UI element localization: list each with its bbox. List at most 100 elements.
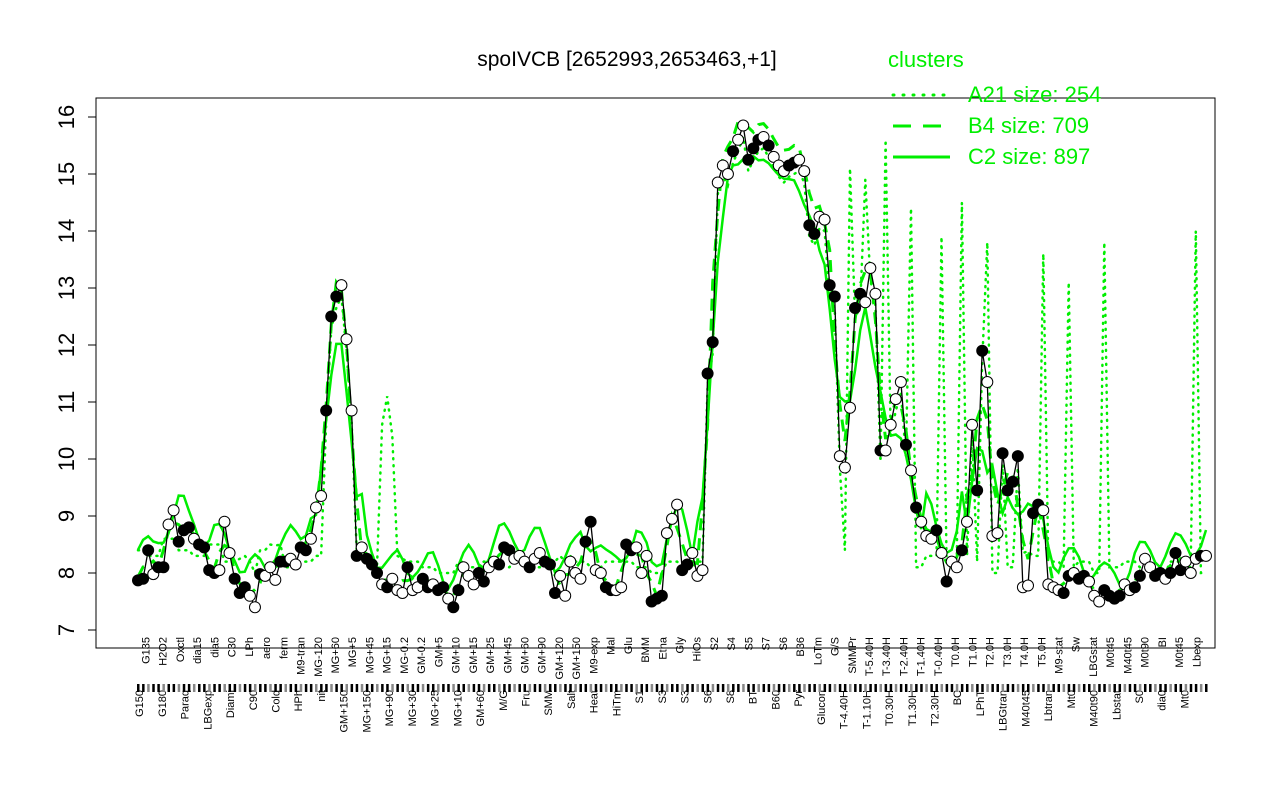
rug-mark [782, 684, 786, 692]
data-point [742, 153, 755, 166]
rug-mark [411, 684, 415, 692]
rug-mark [808, 684, 811, 692]
rug-mark [752, 684, 755, 692]
data-point [325, 310, 338, 323]
data-point [1164, 567, 1177, 579]
data-point [844, 401, 856, 414]
data-point [971, 484, 984, 497]
x-label-upper: MG+60 [330, 637, 342, 673]
rug-mark [1047, 684, 1050, 692]
x-label-upper: Oxctl [175, 637, 187, 662]
rug-mark [849, 684, 852, 692]
rug-mark [940, 684, 944, 692]
rug-mark [309, 684, 313, 692]
data-point [355, 541, 368, 554]
x-label-upper: M9-stat [1053, 637, 1065, 674]
x-label-upper: MG+45 [364, 637, 376, 673]
rug-mark [828, 684, 832, 692]
x-label-lower: S1 [634, 690, 646, 703]
data-point [1184, 567, 1197, 579]
rug-mark [1205, 684, 1208, 692]
data-point [930, 524, 943, 537]
rug-mark [1001, 684, 1005, 692]
rug-mark [320, 684, 323, 692]
data-point [666, 512, 678, 525]
x-label-lower: S3 [657, 690, 669, 703]
data-point [157, 561, 170, 574]
rug-mark [986, 684, 989, 692]
legend-label-c2: C2 size: 897 [968, 144, 1090, 169]
rug-mark [355, 684, 359, 692]
rug-mark [859, 684, 862, 692]
rug-mark [976, 684, 979, 692]
x-label-lower: Pyr [793, 690, 805, 707]
rug-mark [1133, 684, 1137, 692]
data-point [310, 501, 322, 514]
x-label-upper: BMM [640, 637, 652, 663]
rug-mark [350, 684, 354, 692]
rug-mark [477, 684, 481, 692]
rug-mark [884, 684, 888, 692]
data-point [894, 376, 907, 389]
x-label-upper: MG+5 [347, 637, 359, 667]
data-point [172, 535, 185, 548]
rug-mark [650, 684, 654, 692]
rug-mark [253, 684, 257, 692]
legend-label-b4: B4 size: 709 [968, 113, 1089, 138]
x-label-upper: S6 [778, 637, 790, 650]
x-label-lower: G150 [134, 690, 146, 717]
x-label-lower: G180 [157, 690, 169, 717]
data-point [243, 589, 256, 602]
x-label-lower: Glucon [816, 690, 828, 725]
rug-mark [787, 684, 791, 692]
data-point [401, 561, 414, 574]
rug-mark [228, 684, 232, 692]
rug-mark [1093, 684, 1096, 692]
x-label-lower: Paraq [180, 690, 192, 719]
rug-mark [569, 684, 572, 692]
rug-mark [421, 684, 425, 692]
data-point [838, 461, 851, 474]
rug-mark [523, 684, 527, 692]
rug-mark [721, 684, 725, 692]
x-label-upper: T-2.40H [898, 637, 910, 676]
rug-mark [259, 684, 262, 692]
x-label-upper: SMMPr [847, 637, 859, 674]
x-label-upper: G135 [141, 637, 153, 664]
rug-mark [1169, 684, 1172, 692]
data-point [950, 561, 963, 574]
data-point [681, 558, 694, 571]
data-point [1011, 450, 1024, 463]
data-point [493, 558, 506, 571]
rug-mark [1098, 684, 1101, 692]
rug-mark [198, 684, 201, 692]
rug-mark [1184, 684, 1188, 692]
rug-mark [706, 684, 710, 692]
data-point [371, 567, 384, 579]
data-point [630, 541, 643, 554]
rug-mark [655, 684, 659, 692]
data-point [798, 165, 811, 178]
data-point [213, 564, 226, 577]
x-label-lower: M40t90 [1089, 690, 1101, 727]
rug-mark [345, 684, 349, 692]
x-label-upper: LPh [244, 637, 256, 657]
x-label-upper: GM+45 [502, 637, 514, 673]
data-point [1179, 555, 1192, 568]
rug-mark [701, 684, 705, 692]
x-label-lower: MG+90 [384, 690, 396, 726]
rug-mark [960, 684, 964, 692]
x-label-lower: SMM [543, 690, 555, 716]
rug-mark [594, 684, 598, 692]
x-label-lower: MG+150 [361, 690, 373, 733]
rug-mark [1062, 684, 1066, 692]
rug-mark [589, 684, 593, 692]
rug-mark [1032, 684, 1035, 692]
rug-mark [991, 684, 994, 692]
x-label-upper: HiOs [692, 637, 704, 662]
x-label-upper: B36 [795, 637, 807, 657]
rug-mark [904, 684, 908, 692]
data-point [162, 518, 175, 531]
data-point [320, 404, 333, 417]
x-label-upper: Mal [606, 637, 618, 655]
